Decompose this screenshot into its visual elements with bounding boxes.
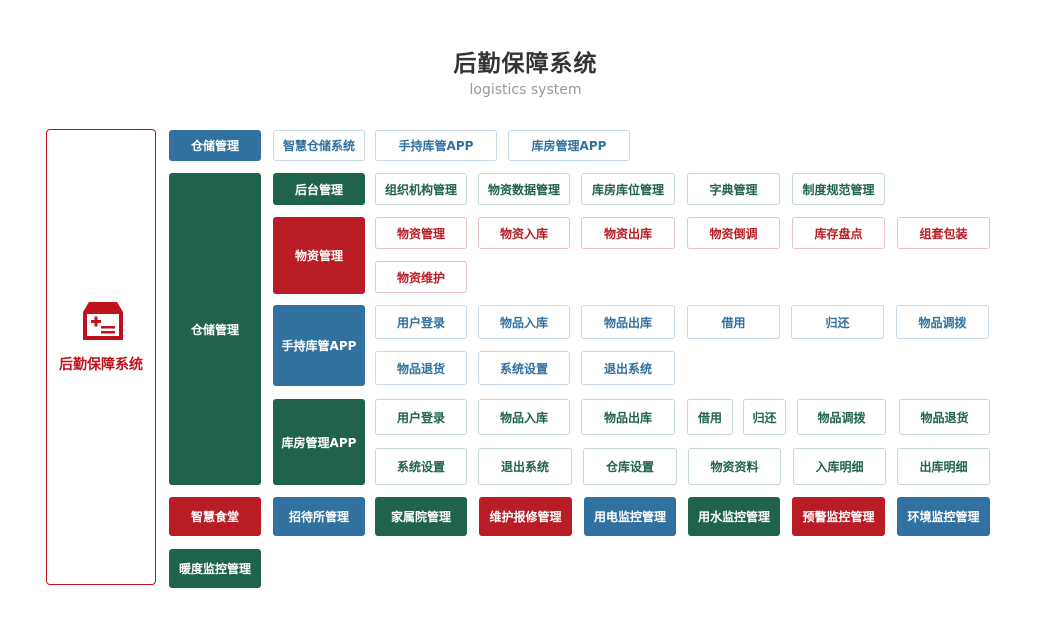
handheld-item[interactable]: 系统设置 <box>478 351 570 385</box>
materials-item[interactable]: 库存盘点 <box>792 217 885 249</box>
handheld-item[interactable]: 退出系统 <box>581 351 675 385</box>
first-aid-kit-icon <box>81 300 125 346</box>
storeroom-item[interactable]: 仓库设置 <box>583 448 677 485</box>
storeroom-item[interactable]: 物品调拨 <box>797 399 886 435</box>
storeroom-item[interactable]: 物品出库 <box>581 399 675 435</box>
storeroom-group[interactable]: 库房管理APP <box>273 399 365 485</box>
storeroom-item[interactable]: 物资资料 <box>688 448 781 485</box>
backend-item[interactable]: 组织机构管理 <box>375 173 467 205</box>
backend-item[interactable]: 字典管理 <box>687 173 780 205</box>
handheld-item[interactable]: 借用 <box>687 305 780 339</box>
storeroom-item[interactable]: 退出系统 <box>478 448 572 485</box>
materials-item[interactable]: 物资入库 <box>478 217 570 249</box>
storeroom-item[interactable]: 系统设置 <box>375 448 467 485</box>
item[interactable]: 库房管理APP <box>508 130 630 161</box>
module-button[interactable]: 预警监控管理 <box>792 497 885 536</box>
handheld-item[interactable]: 归还 <box>791 305 884 339</box>
storeroom-item[interactable]: 用户登录 <box>375 399 467 435</box>
module-button[interactable]: 暖度监控管理 <box>169 549 261 588</box>
materials-item[interactable]: 物资管理 <box>375 217 467 249</box>
materials-group[interactable]: 物资管理 <box>273 217 365 294</box>
storeroom-item[interactable]: 入库明细 <box>793 448 886 485</box>
storeroom-item[interactable]: 物品入库 <box>478 399 570 435</box>
logistics-system-panel[interactable]: 后勤保障系统 <box>46 129 156 585</box>
backend-item[interactable]: 制度规范管理 <box>792 173 885 205</box>
module-button[interactable]: 用水监控管理 <box>688 497 780 536</box>
handheld-item[interactable]: 物品出库 <box>581 305 675 339</box>
item[interactable]: 智慧仓储系统 <box>273 130 365 161</box>
module-button[interactable]: 家属院管理 <box>375 497 467 536</box>
materials-item[interactable]: 物资倒调 <box>687 217 780 249</box>
module-button[interactable]: 环境监控管理 <box>897 497 990 536</box>
backend-group[interactable]: 后台管理 <box>273 173 365 205</box>
materials-item[interactable]: 物资维护 <box>375 261 467 293</box>
storeroom-item[interactable]: 出库明细 <box>897 448 990 485</box>
backend-item[interactable]: 库房库位管理 <box>581 173 675 205</box>
module-button[interactable]: 智慧食堂 <box>169 497 261 536</box>
handheld-group[interactable]: 手持库管APP <box>273 305 365 386</box>
side-label: 后勤保障系统 <box>59 357 143 373</box>
handheld-item[interactable]: 物品入库 <box>478 305 570 339</box>
materials-item[interactable]: 物资出库 <box>581 217 675 249</box>
handheld-item[interactable]: 物品退货 <box>375 351 467 385</box>
module-button[interactable]: 维护报修管理 <box>479 497 572 536</box>
handheld-item[interactable]: 物品调拨 <box>896 305 989 339</box>
module-button[interactable]: 招待所管理 <box>273 497 365 536</box>
storeroom-item[interactable]: 归还 <box>743 399 786 435</box>
warehouse-group[interactable]: 仓储管理 <box>169 173 261 485</box>
module-button[interactable]: 用电监控管理 <box>584 497 676 536</box>
backend-item[interactable]: 物资数据管理 <box>478 173 570 205</box>
page-title: 后勤保障系统 <box>453 51 598 77</box>
item[interactable]: 手持库管APP <box>375 130 497 161</box>
materials-item[interactable]: 组套包装 <box>897 217 990 249</box>
storeroom-item[interactable]: 物品退货 <box>899 399 990 435</box>
warehouse-top-button[interactable]: 仓储管理 <box>169 130 261 161</box>
handheld-item[interactable]: 用户登录 <box>375 305 467 339</box>
storeroom-item[interactable]: 借用 <box>687 399 733 435</box>
page-subtitle: logistics system <box>469 82 582 98</box>
